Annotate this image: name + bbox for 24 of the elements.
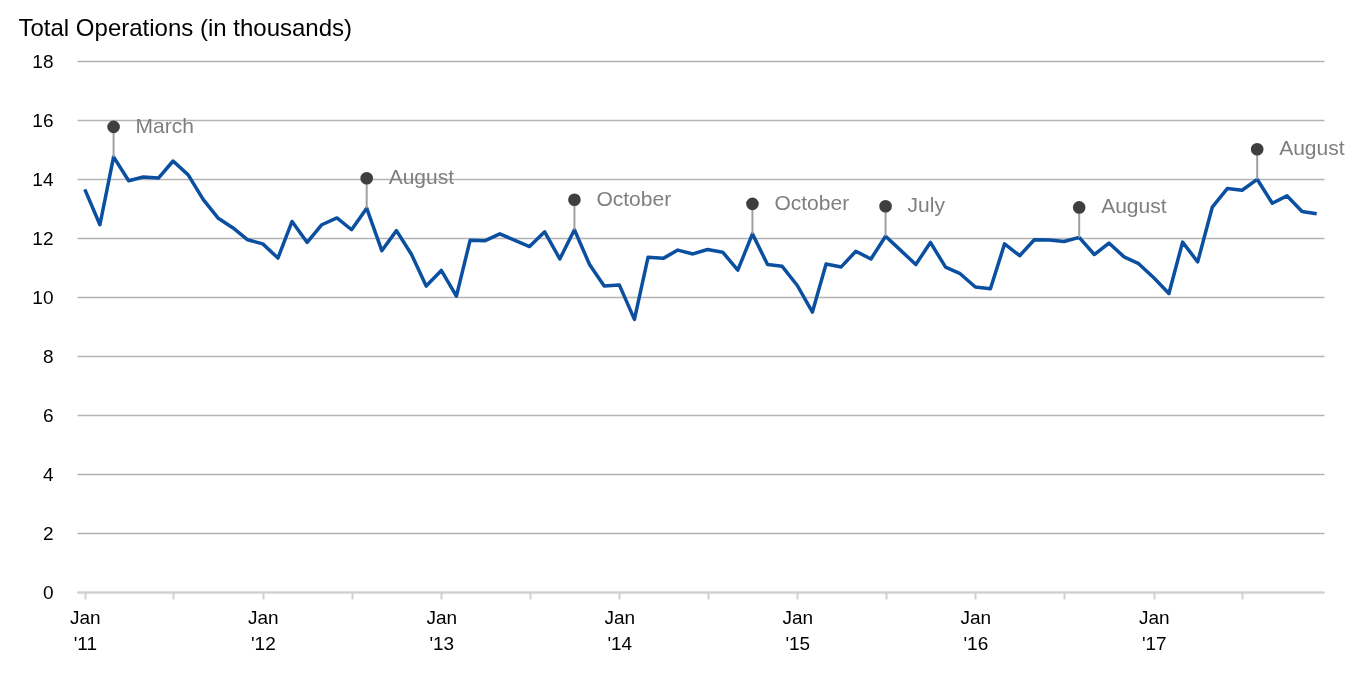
- x-tick-label: Jan '15: [782, 606, 814, 654]
- x-tick-label: Jan '12: [247, 606, 279, 654]
- annotation: October: [596, 186, 672, 210]
- y-tick-label: 14: [32, 168, 54, 190]
- y-tick-label: 18: [32, 50, 54, 72]
- annotation: August: [1101, 194, 1167, 218]
- annotation: October: [774, 190, 850, 214]
- y-tick-label: 2: [42, 522, 54, 544]
- y-axis-title: Total Operations (in thousands): [18, 13, 353, 41]
- y-tick-label: 8: [42, 345, 54, 367]
- y-tick-label: 6: [42, 404, 54, 426]
- y-tick-label: 12: [32, 227, 54, 249]
- x-tick-label: Jan '11: [69, 606, 101, 654]
- x-tick-label: Jan '17: [1138, 606, 1170, 654]
- x-tick-label: Jan '14: [604, 606, 636, 654]
- y-tick-label: 10: [32, 286, 54, 308]
- y-tick-label: 4: [42, 463, 54, 485]
- y-tick-label: 16: [32, 109, 54, 131]
- y-tick-label: 0: [42, 581, 54, 603]
- annotation: August: [1279, 136, 1345, 160]
- x-tick-label: Jan '16: [960, 606, 992, 654]
- x-tick-label: Jan '13: [426, 606, 458, 654]
- annotation: July: [907, 193, 946, 217]
- annotation: March: [135, 113, 194, 137]
